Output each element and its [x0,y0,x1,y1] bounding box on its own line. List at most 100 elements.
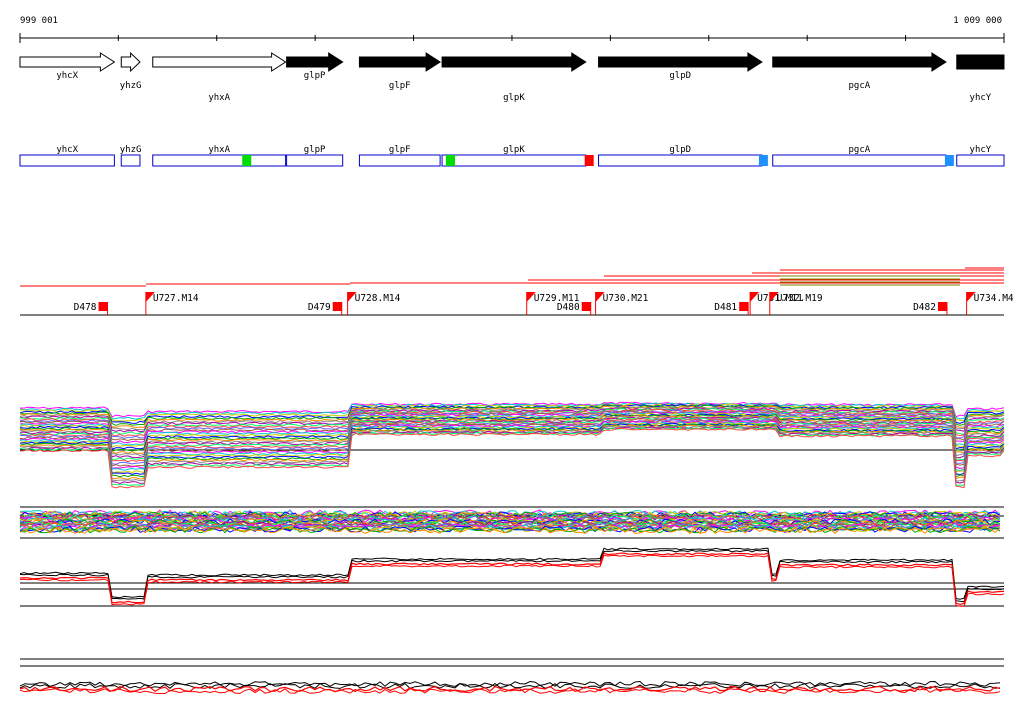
annotation-box-glpF[interactable] [358,154,441,167]
annotation-box-yhcX[interactable] [19,154,115,167]
upshift-flag[interactable] [966,292,976,302]
upshift-flag[interactable] [750,292,760,302]
downshift-marker[interactable] [937,302,947,311]
gene-label-glpK: glpK [503,93,525,103]
annotation-label-pgcA: pgcA [848,145,870,155]
annotation-box-yhcY[interactable] [956,154,1005,167]
annotation-box-yhxA[interactable] [152,154,287,167]
gene-label-pgcA: pgcA [848,81,870,91]
expression-profile-line [19,419,1005,465]
gene-arrow-glpK[interactable] [441,52,587,72]
condition-profile-line [19,516,1001,524]
condition-profile-line [19,520,1001,528]
annotation-track: yhcX yhzG yhxA glpP glpF glpK glpD pgcA yhcY [19,145,1005,167]
annotation-label-glpP: glpP [304,145,326,155]
expression-profile-line [19,427,1005,486]
upshift-flag[interactable] [595,292,605,302]
signal-label: D480 [557,302,580,313]
annotation-marker [758,155,768,166]
median-profile-line [19,547,1005,600]
upshift-flag[interactable] [347,292,357,302]
signal-label: U727.M14 [153,293,199,304]
bottom-profile-track [19,658,1004,694]
annotation-label-glpF: glpF [389,145,411,155]
condition-profile-line [19,513,1001,521]
condition-profile-line [19,526,1001,534]
expression-profile-line [19,420,1005,470]
gene-arrow-glpD[interactable] [598,52,763,72]
signal-label: U732.M19 [777,293,823,304]
annotation-label-yhcX: yhcX [56,145,78,155]
ruler-start-label: 999 001 [20,16,58,26]
gene-label-glpP: glpP [304,71,326,81]
downshift-marker[interactable] [581,302,591,311]
signal-label: U728.M14 [355,293,401,304]
signal-label: D479 [308,302,331,313]
annotation-box-glpD[interactable] [598,154,763,167]
upshift-flag[interactable] [769,292,779,302]
signal-label: U730.M21 [603,293,649,304]
annotation-marker [584,155,594,166]
median-profile-line [19,549,1005,603]
annotation-box-glpP[interactable] [286,154,344,167]
median-profile-line [19,552,1005,606]
downshift-marker[interactable] [332,302,342,311]
expression-profile-line [19,411,1005,444]
annotation-box-yhzG[interactable] [120,154,141,167]
annotation-label-yhcY: yhcY [970,145,992,155]
gene-label-yhcX: yhcX [56,71,78,81]
annotation-box-pgcA[interactable] [772,154,947,167]
expression-profile-line [19,416,1005,459]
annotation-box-glpK[interactable] [441,154,587,167]
gene-arrow-yhzG[interactable] [120,51,141,73]
signal-label: D478 [74,302,97,313]
expression-profile-line [19,412,1005,448]
condition-profile-line [19,526,1001,534]
annotation-marker [944,155,954,166]
annotation-label-yhxA: yhxA [208,145,230,155]
signal-label: U729.M11 [534,293,580,304]
downshift-marker[interactable] [739,302,749,311]
ruler-end-label: 1 009 000 [953,16,1002,26]
expression-profile-line [19,427,1005,489]
gene-arrow-glpP[interactable] [286,52,344,72]
coordinate-ruler: 999 001 1 009 000 [19,16,1005,43]
upshift-flag[interactable] [145,292,155,302]
expression-profile-line [19,422,1005,476]
signal-label: D481 [714,302,737,313]
bottom-profile-line [19,682,1001,689]
signal-label: U731.M11 [757,293,803,304]
gene-arrow-yhxA[interactable] [152,52,287,72]
condition-profile-line [19,523,1001,531]
gene-arrow-yhcY[interactable] [956,54,1005,70]
expression-profile-track [19,401,1005,489]
condition-profile-track [19,506,1004,539]
expression-profile-line [19,404,1005,426]
condition-profile-line [19,512,1001,521]
gene-label-yhcY: yhcY [970,93,992,103]
bottom-profile-line [19,685,1001,693]
signal-label: U734.M4 [974,293,1014,304]
upshift-flag[interactable] [526,292,536,302]
bottom-profile-line [19,688,1001,694]
gene-label-glpD: glpD [669,71,691,81]
gene-arrow-yhcX[interactable] [19,52,116,72]
gene-arrow-pgcA[interactable] [772,52,947,72]
expression-profile-line [19,413,1005,450]
gene-label-yhxA: yhxA [208,93,230,103]
expression-profile-line [19,405,1005,429]
annotation-label-yhzG: yhzG [120,145,142,155]
gene-label-yhzG: yhzG [120,81,142,91]
ruler-ticks [19,33,1005,43]
expression-profile-line [19,403,1005,422]
downshift-marker[interactable] [98,302,108,311]
gene-track: yhcX yhzG yhxA glpP glpF glpK glpD pgcA yhcY [19,51,1005,103]
annotation-marker [445,155,455,166]
annotation-marker [242,155,252,166]
median-profile-track [19,547,1005,607]
median-profile-line [19,554,1005,607]
gene-arrow-glpF[interactable] [358,52,442,72]
